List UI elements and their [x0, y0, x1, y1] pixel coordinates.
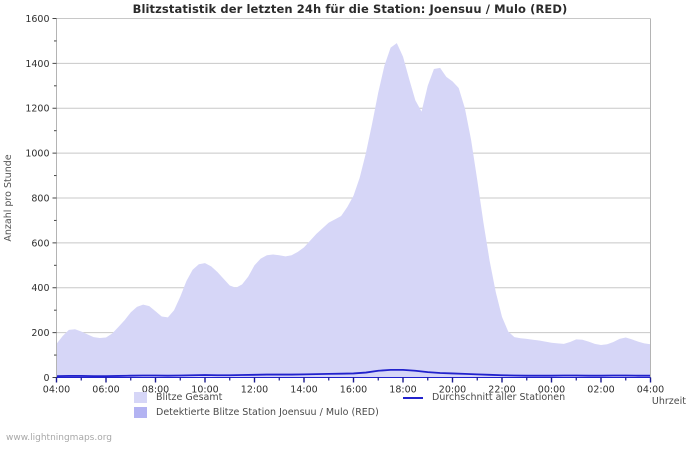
svg-text:18:00: 18:00: [389, 385, 416, 396]
svg-text:1400: 1400: [25, 59, 49, 70]
svg-text:12:00: 12:00: [241, 385, 268, 396]
footer-site-label: www.lightningmaps.org: [6, 433, 112, 443]
y-axis-title: Anzahl pro Stunde: [3, 154, 14, 241]
svg-text:16:00: 16:00: [340, 385, 367, 396]
svg-text:08:00: 08:00: [142, 385, 169, 396]
svg-text:800: 800: [31, 193, 49, 204]
page-title: Blitzstatistik der letzten 24h für die S…: [132, 2, 568, 16]
y-axis-tick-labels: 0 200 400 600 800 1000 1200 1400 1600: [25, 14, 49, 384]
axes: [52, 18, 652, 383]
legend-item-station: Detektierte Blitze Station Joensuu / Mul…: [134, 407, 379, 418]
svg-text:0: 0: [43, 373, 49, 384]
legend-item-average: Durchschnitt aller Stationen: [403, 392, 565, 403]
svg-text:1200: 1200: [25, 104, 49, 115]
svg-text:600: 600: [31, 238, 49, 249]
svg-text:1600: 1600: [25, 14, 49, 25]
legend-swatch-total-icon: [134, 392, 147, 403]
x-axis-tick-labels: 04:00 06:00 08:00 10:00 12:00 14:00 16:00 18:00…: [43, 385, 664, 396]
svg-text:1000: 1000: [25, 149, 49, 160]
legend-item-total: Blitze Gesamt: [134, 392, 222, 403]
svg-text:00:00: 00:00: [538, 385, 565, 396]
legend-line-average-icon: [403, 396, 423, 399]
legend-label-station: Detektierte Blitze Station Joensuu / Mul…: [156, 407, 379, 418]
svg-text:20:00: 20:00: [439, 385, 466, 396]
svg-text:04:00: 04:00: [637, 385, 664, 396]
svg-text:400: 400: [31, 283, 49, 294]
legend-label-average: Durchschnitt aller Stationen: [432, 392, 566, 403]
legend-label-total: Blitze Gesamt: [156, 392, 223, 403]
legend-swatch-station-icon: [134, 407, 147, 418]
svg-text:200: 200: [31, 328, 49, 339]
svg-text:10:00: 10:00: [191, 385, 218, 396]
svg-text:02:00: 02:00: [587, 385, 614, 396]
svg-text:14:00: 14:00: [290, 385, 317, 396]
line-series-average: [56, 368, 651, 378]
chart-legend: Blitze Gesamt Detektierte Blitze Station…: [0, 392, 700, 428]
x-axis-title: Uhrzeit: [651, 396, 686, 407]
svg-text:04:00: 04:00: [43, 385, 70, 396]
area-series-total: [56, 43, 651, 378]
svg-text:22:00: 22:00: [488, 385, 515, 396]
svg-text:06:00: 06:00: [92, 385, 119, 396]
